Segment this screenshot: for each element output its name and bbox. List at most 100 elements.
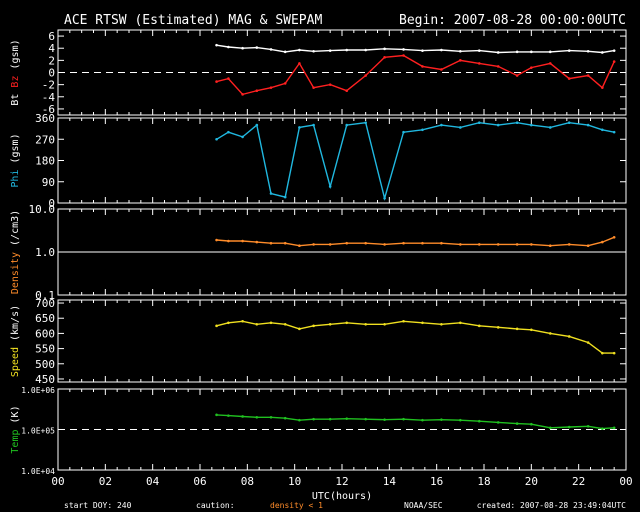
series-bz-point xyxy=(269,86,273,89)
series-bz-point xyxy=(530,66,533,69)
series-phi-point xyxy=(586,123,590,127)
series-speed-line xyxy=(216,320,615,354)
series-bt-point xyxy=(328,49,332,52)
series-density-point xyxy=(477,243,481,246)
series-phi-point xyxy=(548,126,552,129)
series-density-point xyxy=(345,241,349,245)
series-bz-point xyxy=(440,68,443,71)
series-bt-point xyxy=(586,49,590,53)
panel-density-ytick-label: 0.1 xyxy=(35,289,55,302)
panel-mag-ytick-label: 2 xyxy=(48,54,55,67)
series-phi-point xyxy=(241,135,244,139)
panel-temp-ylabel-part: (K) xyxy=(10,405,21,423)
series-density-point xyxy=(402,241,405,245)
series-bt-point xyxy=(612,49,616,52)
series-bz-point xyxy=(612,60,616,63)
series-density-point xyxy=(567,243,571,246)
noaa-label: NOAA/SEC xyxy=(404,501,443,510)
panel-density-ytick-label: 1.0 xyxy=(35,246,55,259)
series-density-point xyxy=(255,240,259,244)
series-speed-point xyxy=(548,332,552,335)
series-temp-point xyxy=(586,424,590,428)
series-temp-point xyxy=(215,413,218,417)
series-bt-point xyxy=(459,49,462,53)
x-tick-label: 08 xyxy=(241,475,254,488)
panel-phi-ylabel-part: (gsm) xyxy=(10,133,21,163)
panel-phi-ytick-label: 270 xyxy=(35,133,55,146)
panel-mag-ytick-label: -4 xyxy=(42,91,56,104)
series-bz-point xyxy=(241,93,244,96)
series-temp-point xyxy=(328,417,332,421)
series-density-point xyxy=(364,241,367,245)
series-phi-point xyxy=(227,130,230,134)
series-bt-point xyxy=(530,50,533,54)
series-speed-point xyxy=(227,321,230,325)
series-phi-point xyxy=(515,121,519,125)
series-phi-point xyxy=(440,123,443,127)
series-temp-point xyxy=(477,419,481,423)
series-speed-point xyxy=(421,321,424,325)
series-temp-point xyxy=(227,414,230,417)
series-density-point xyxy=(241,239,244,243)
series-speed-point xyxy=(283,322,287,326)
series-phi-point xyxy=(283,195,287,199)
series-density-point xyxy=(496,243,500,246)
x-tick-label: 10 xyxy=(288,475,301,488)
series-bt-point xyxy=(283,50,287,54)
panel-speed: 700 650 600 550 500 450 Speed (km/s) xyxy=(10,297,627,386)
series-density-point xyxy=(421,241,424,245)
series-density-point xyxy=(298,244,301,248)
series-phi-point xyxy=(402,130,405,134)
series-bz-point xyxy=(298,62,301,65)
series-bt-point xyxy=(402,48,405,51)
series-bt-point xyxy=(496,51,500,54)
series-temp-point xyxy=(440,418,443,421)
panel-speed-ylabel: Speed (km/s) xyxy=(10,305,21,377)
series-bz-point xyxy=(345,89,349,93)
series-phi-point xyxy=(459,126,462,129)
x-tick-label: 00 xyxy=(51,475,64,488)
panel-temp-ylabel: Temp (K) xyxy=(10,405,21,453)
panel-speed-ylabel-part: Speed xyxy=(10,347,21,377)
panel-density-ylabel: Density (/cm3) xyxy=(10,210,21,294)
panel-phi-ylabel: Phi (gsm) xyxy=(10,133,21,187)
series-temp-point xyxy=(548,426,552,430)
x-axis-label: UTC(hours) xyxy=(312,491,372,502)
panel-speed-ylabel-part: (km/s) xyxy=(10,305,21,341)
series-density-point xyxy=(215,238,218,242)
panel-temp-ytick-label: 1.0E+06 xyxy=(21,386,55,395)
panel-phi-ytick-label: 180 xyxy=(35,155,55,168)
series-speed-point xyxy=(601,351,604,355)
series-speed-point xyxy=(255,322,259,326)
series-phi-point xyxy=(612,130,616,134)
series-density-point xyxy=(548,244,552,248)
series-bz-point xyxy=(364,74,367,77)
x-tick-label: 22 xyxy=(572,475,585,488)
series-temp-line xyxy=(216,414,615,430)
x-tick-label: 16 xyxy=(430,475,443,488)
series-bz-point xyxy=(227,77,230,80)
series-bt-point xyxy=(241,46,244,50)
series-bz-point xyxy=(567,77,571,80)
panel-density: 10.0 1.0 0.1 Density (/cm3) xyxy=(10,203,627,302)
series-density-point xyxy=(515,243,519,246)
series-phi-point xyxy=(215,137,218,141)
series-density-point xyxy=(269,241,273,245)
series-density-point xyxy=(459,243,462,246)
series-temp-point xyxy=(298,418,301,422)
x-tick-label: 14 xyxy=(383,475,397,488)
series-bt-point xyxy=(345,48,349,52)
series-speed-point xyxy=(215,324,218,328)
series-phi-point xyxy=(345,123,349,127)
series-speed-point xyxy=(459,321,462,325)
series-speed-point xyxy=(477,324,481,328)
series-bz-point xyxy=(515,74,519,77)
series-density-point xyxy=(440,241,443,245)
created-timestamp: created: 2007-08-28 23:49:04UTC xyxy=(477,501,626,510)
series-bt-point xyxy=(515,50,519,54)
x-axis: 00 02 04 06 08 10 12 14 16 18 20 22 00 xyxy=(51,475,632,488)
series-temp-point xyxy=(530,422,533,426)
panel-mag-ytick-label: 6 xyxy=(48,30,55,43)
